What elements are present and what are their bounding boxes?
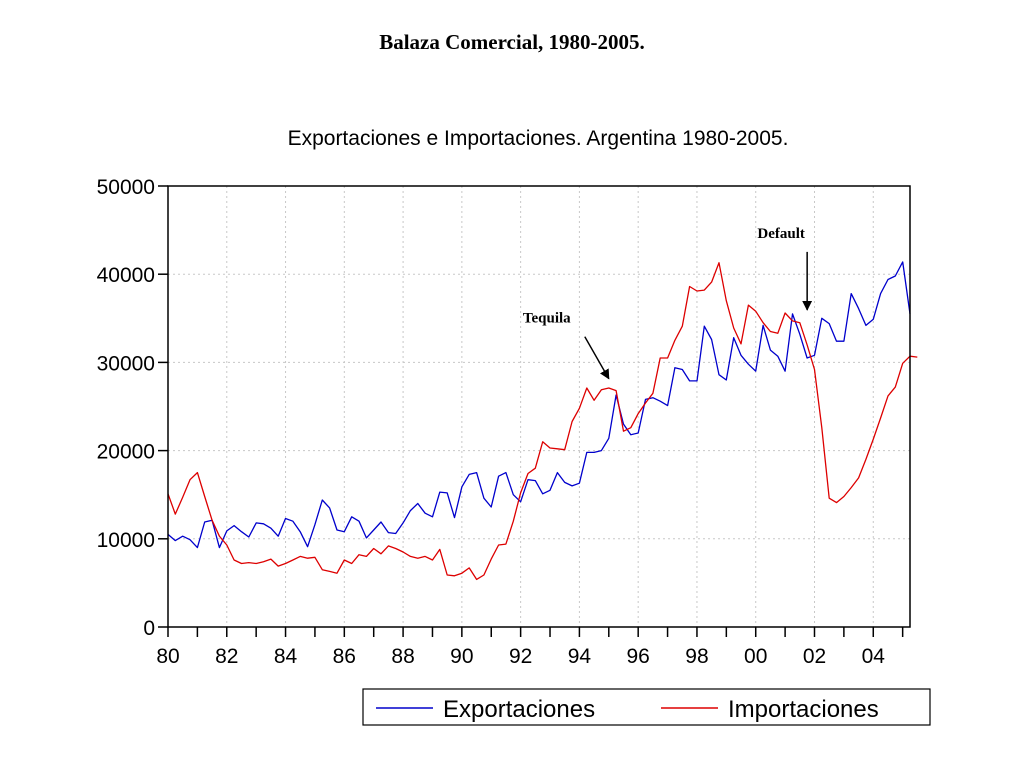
annotation-label: Tequila [523, 311, 571, 327]
slide-title: Balaza Comercial, 1980-2005. [379, 30, 645, 54]
series-lines [167, 261, 918, 581]
legend-label: Exportaciones [443, 696, 595, 723]
y-tick-label: 40000 [97, 264, 155, 287]
annotations: Tequila Default [523, 226, 813, 380]
x-tick-label: 98 [685, 645, 708, 668]
x-tick-label: 88 [391, 645, 414, 668]
x-tick-label: 00 [744, 645, 767, 668]
y-tick-label: 50000 [97, 176, 155, 199]
legend: Exportaciones Importaciones [362, 688, 931, 726]
plot-frame [167, 185, 911, 628]
x-tick-label: 86 [333, 645, 356, 668]
annotation-arrow [584, 336, 610, 380]
x-tick-label: 84 [274, 645, 298, 668]
axes: 0 10000 20000 30000 40000 50000 80 82 84 86 88 90 92… [97, 176, 904, 668]
series-line-importaciones [167, 262, 918, 581]
x-tick-label: 90 [450, 645, 473, 668]
legend-label: Importaciones [728, 696, 879, 723]
y-tick-label: 0 [143, 617, 155, 640]
y-tick-label: 20000 [97, 441, 155, 464]
x-tick-label: 02 [803, 645, 826, 668]
gridlines [168, 186, 910, 627]
x-tick-label: 92 [509, 645, 532, 668]
annotation-label: Default [757, 226, 805, 242]
y-tick-label: 30000 [97, 352, 155, 375]
y-tick-label: 10000 [97, 529, 155, 552]
legend-box [362, 688, 931, 726]
chart-title: Exportaciones e Importaciones. Argentina… [288, 127, 789, 150]
x-tick-label: 82 [215, 645, 238, 668]
series-line-exportaciones [167, 261, 911, 549]
x-tick-label: 80 [156, 645, 179, 668]
x-tick-label: 04 [862, 645, 886, 668]
x-tick-label: 96 [626, 645, 649, 668]
x-tick-label: 94 [568, 645, 592, 668]
